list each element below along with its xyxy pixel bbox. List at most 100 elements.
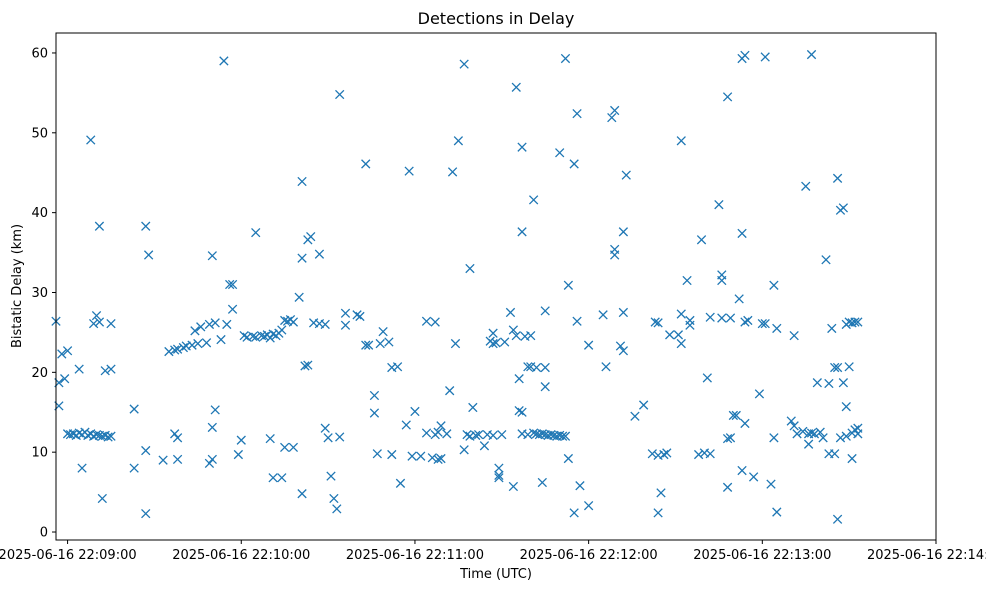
- data-point: [772, 507, 782, 517]
- data-point: [471, 430, 481, 441]
- data-point: [569, 508, 579, 518]
- data-point: [259, 331, 270, 342]
- data-point: [731, 410, 741, 421]
- data-point: [514, 405, 524, 416]
- data-point: [473, 429, 484, 440]
- data-point: [693, 449, 704, 460]
- data-point: [850, 425, 860, 435]
- data-point: [676, 309, 686, 319]
- data-point: [361, 340, 371, 350]
- data-point: [94, 221, 105, 231]
- data-point: [468, 402, 478, 413]
- data-point: [847, 453, 857, 464]
- data-point: [769, 280, 779, 290]
- data-point: [662, 448, 672, 458]
- data-point: [103, 432, 113, 442]
- data-point: [233, 449, 244, 460]
- data-point: [832, 362, 843, 373]
- data-point: [725, 313, 736, 323]
- x-axis-ticks: 2025-06-16 22:09:00 2025-06-16 22:10:00 20…: [0, 540, 986, 563]
- data-point: [277, 473, 287, 483]
- data-point: [421, 428, 432, 438]
- data-point: [722, 92, 733, 102]
- data-point: [696, 235, 707, 245]
- data-point: [497, 429, 507, 440]
- x-tick-label: 2025-06-16 22:11:00: [346, 548, 484, 563]
- data-point: [714, 200, 724, 210]
- data-point: [618, 346, 629, 356]
- data-point: [442, 429, 452, 439]
- data-point: [832, 514, 843, 524]
- data-point: [815, 427, 825, 437]
- y-tick-label: 30: [31, 286, 48, 301]
- data-point: [143, 250, 154, 260]
- data-point: [653, 318, 663, 328]
- data-point: [583, 340, 594, 350]
- data-point: [841, 402, 851, 412]
- data-point: [201, 338, 212, 348]
- data-point: [850, 317, 860, 327]
- data-point: [297, 176, 307, 187]
- data-point: [821, 255, 831, 265]
- data-point: [416, 451, 426, 461]
- data-point: [248, 331, 258, 342]
- data-point: [798, 426, 808, 437]
- data-point: [737, 465, 747, 476]
- data-point: [447, 167, 458, 177]
- data-point: [488, 328, 498, 338]
- y-tick-label: 0: [40, 526, 48, 541]
- data-point: [737, 228, 747, 239]
- data-point: [433, 454, 443, 465]
- data-point: [450, 338, 461, 349]
- data-point: [395, 478, 406, 488]
- data-point: [251, 332, 261, 342]
- data-point: [392, 362, 403, 372]
- data-point: [236, 435, 246, 445]
- plot-area: [56, 33, 936, 540]
- data-point: [789, 421, 799, 431]
- data-point: [508, 325, 519, 335]
- x-tick-label: 2025-06-16 22:12:00: [520, 548, 658, 563]
- data-point: [207, 422, 217, 433]
- data-point: [436, 421, 446, 431]
- data-point: [265, 333, 275, 343]
- data-point: [630, 411, 640, 421]
- data-point: [430, 317, 440, 327]
- data-point: [494, 470, 504, 480]
- y-tick-label: 20: [31, 366, 48, 381]
- data-point: [523, 362, 533, 372]
- data-point: [769, 433, 779, 443]
- data-point: [141, 221, 151, 231]
- data-point: [610, 105, 620, 116]
- data-point: [563, 453, 574, 464]
- data-point: [830, 362, 840, 373]
- data-point: [225, 279, 235, 290]
- data-point: [369, 408, 380, 418]
- data-point: [164, 346, 174, 357]
- data-point: [222, 319, 232, 330]
- data-point: [803, 439, 814, 449]
- data-point: [100, 366, 110, 376]
- data-point: [355, 311, 365, 322]
- data-point: [812, 378, 822, 388]
- data-point: [514, 374, 524, 384]
- data-point: [335, 432, 345, 442]
- data-point: [766, 479, 776, 489]
- data-point: [488, 338, 498, 349]
- data-point: [158, 455, 168, 465]
- data-point: [306, 231, 316, 242]
- data-point: [618, 307, 629, 318]
- data-point: [572, 108, 582, 119]
- data-point: [818, 433, 828, 443]
- data-point: [540, 362, 550, 373]
- data-point: [378, 326, 388, 337]
- data-point: [227, 304, 238, 314]
- data-point: [650, 317, 660, 327]
- data-point: [216, 334, 226, 345]
- data-point: [523, 429, 533, 440]
- data-point: [740, 50, 750, 61]
- data-point: [572, 316, 582, 326]
- data-point: [196, 322, 206, 332]
- data-point: [682, 275, 692, 286]
- data-point: [665, 330, 675, 340]
